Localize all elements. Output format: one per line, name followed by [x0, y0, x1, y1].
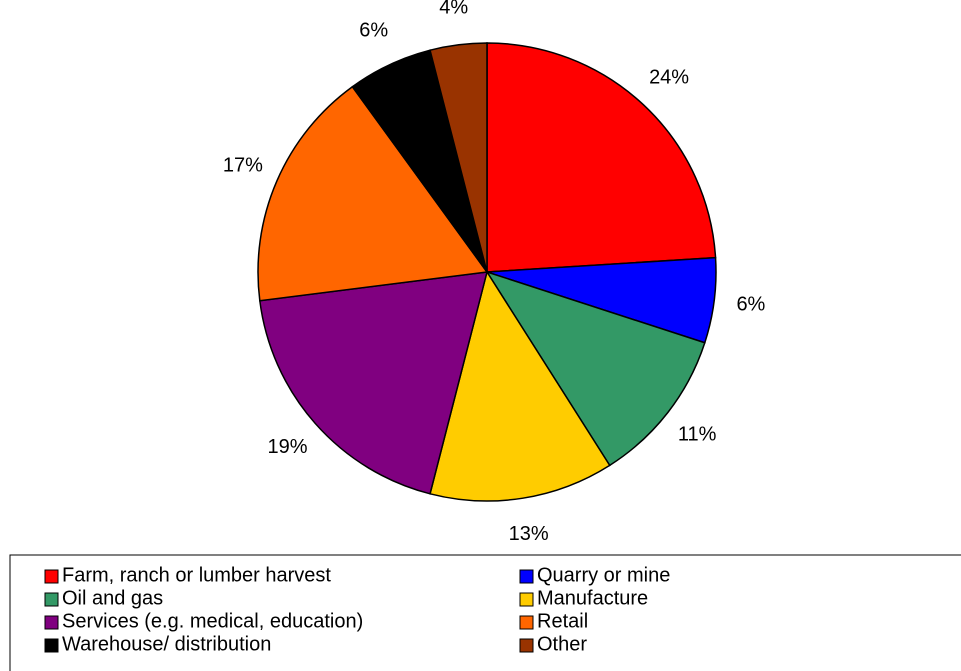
- legend-swatch: [44, 592, 59, 607]
- legend-label: Other: [537, 633, 587, 655]
- pie-slice: [485, 270, 706, 467]
- data-label: 4%: [439, 0, 468, 18]
- legend-label: Services (e.g. medical, education): [62, 610, 363, 632]
- data-label: 11%: [678, 423, 717, 445]
- pie-slice: [486, 42, 717, 273]
- legend-swatch: [519, 615, 534, 630]
- pie-slice: [257, 85, 489, 302]
- legend-swatch: [519, 638, 534, 653]
- data-label: 13%: [509, 523, 549, 545]
- legend-label: Farm, ranch or lumber harvest: [62, 564, 331, 586]
- legend-label: Oil and gas: [62, 587, 163, 609]
- legend-swatch: [519, 569, 534, 584]
- legend-swatch: [519, 592, 534, 607]
- data-label: 6%: [736, 294, 765, 316]
- legend-label: Quarry or mine: [537, 564, 670, 586]
- legend-swatch: [44, 569, 59, 584]
- pie-slice: [429, 42, 488, 273]
- legend-swatch: [44, 638, 59, 653]
- legend-box: [9, 554, 961, 671]
- legend-label: Manufacture: [537, 587, 648, 609]
- data-label: 19%: [267, 436, 307, 458]
- pie-slice: [429, 270, 611, 502]
- legend-label: Warehouse/ distribution: [62, 633, 271, 655]
- legend-swatch: [44, 615, 59, 630]
- legend-label: Retail: [537, 610, 588, 632]
- data-label: 17%: [223, 155, 263, 177]
- data-label: 24%: [649, 66, 689, 88]
- pie-slice: [258, 271, 489, 495]
- data-label: 6%: [359, 20, 388, 42]
